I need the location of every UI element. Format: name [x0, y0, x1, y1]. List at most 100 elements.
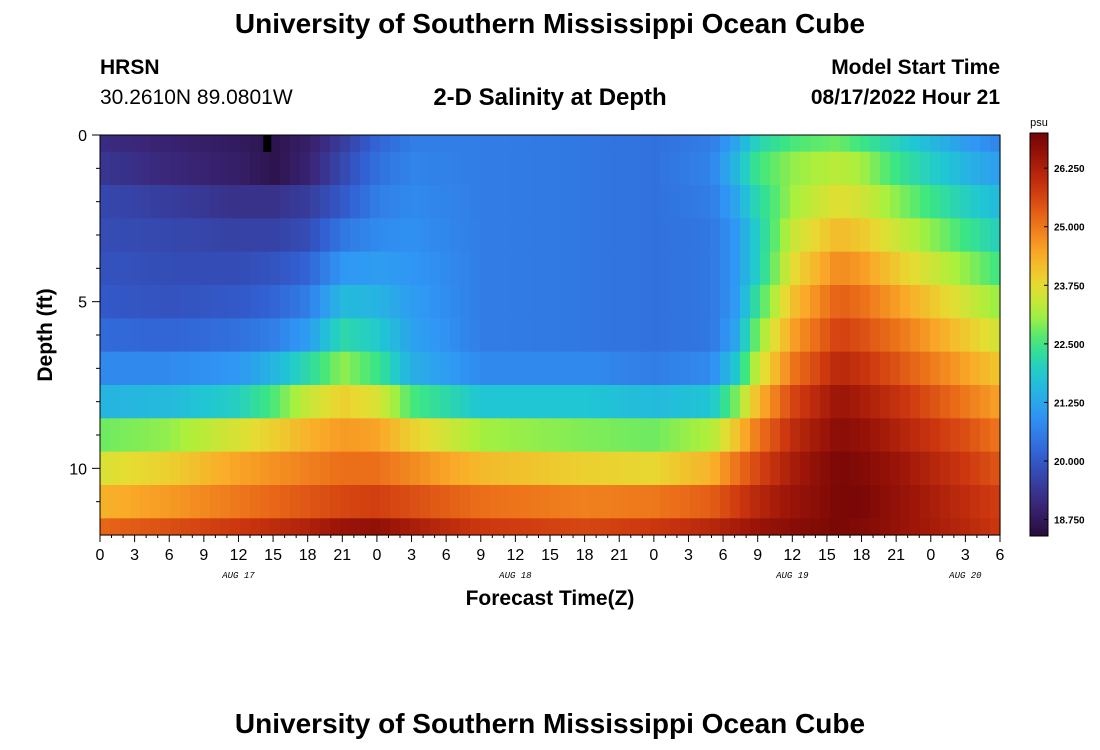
heatmap-cell	[720, 135, 731, 153]
heatmap-cell	[630, 135, 641, 153]
heatmap-cell	[250, 451, 261, 486]
heatmap-cell	[970, 285, 981, 319]
heatmap-cell	[870, 185, 881, 219]
heatmap-cell	[480, 251, 491, 286]
heatmap-cell	[150, 385, 161, 419]
heatmap-cell	[990, 451, 1001, 486]
heatmap-cell	[780, 418, 791, 453]
heatmap-cell	[710, 135, 721, 153]
heatmap-cell	[710, 185, 721, 219]
heatmap-cell	[310, 518, 321, 536]
heatmap-cell	[950, 135, 961, 153]
heatmap-cell	[830, 185, 841, 219]
heatmap-cell	[750, 251, 761, 286]
heatmap-cell	[130, 518, 141, 536]
heatmap-cell	[320, 451, 331, 486]
heatmap-cell	[940, 451, 951, 486]
heatmap-cell	[500, 218, 511, 253]
heatmap-cell	[940, 385, 951, 419]
heatmap-cell	[910, 185, 921, 219]
heatmap-cell	[330, 385, 341, 419]
heatmap-cell	[320, 518, 331, 536]
heatmap-cell	[180, 185, 191, 219]
heatmap-cell	[390, 485, 401, 519]
heatmap-cell	[390, 185, 401, 219]
heatmap-cell	[890, 185, 901, 219]
heatmap-cell	[630, 318, 641, 353]
heatmap-cell	[460, 518, 471, 536]
heatmap-cell	[360, 318, 371, 353]
heatmap-cell	[570, 318, 581, 353]
heatmap-cell	[530, 351, 541, 386]
heatmap-cell	[830, 418, 841, 453]
heatmap-cell	[770, 318, 781, 353]
heatmap-cell	[420, 485, 431, 519]
heatmap-cell	[960, 285, 971, 319]
heatmap-cell	[770, 285, 781, 319]
heatmap-cell	[280, 185, 291, 219]
heatmap-cell	[790, 485, 801, 519]
heatmap-cell	[900, 318, 911, 353]
heatmap-cell	[820, 151, 831, 186]
x-tick-label: 21	[887, 547, 905, 564]
heatmap-cell	[920, 151, 931, 186]
heatmap-cell	[520, 351, 531, 386]
heatmap-cell	[780, 518, 791, 536]
heatmap-cell	[100, 385, 111, 419]
heatmap-cell	[830, 151, 841, 186]
heatmap-cell	[360, 518, 371, 536]
heatmap-cell	[250, 418, 261, 453]
heatmap-cell	[250, 485, 261, 519]
heatmap-cell	[450, 151, 461, 186]
heatmap-cell	[110, 385, 121, 419]
heatmap-cell	[300, 218, 311, 253]
heatmap-cell	[980, 451, 991, 486]
heatmap-cell	[650, 418, 661, 453]
heatmap-cell	[750, 135, 761, 153]
heatmap-cell	[270, 318, 281, 353]
heatmap-cell	[890, 485, 901, 519]
heatmap-cell	[120, 151, 131, 186]
heatmap-cell	[200, 135, 211, 153]
heatmap-cell	[570, 135, 581, 153]
heatmap-cell	[630, 518, 641, 536]
heatmap-cell	[920, 518, 931, 536]
heatmap-cell	[500, 351, 511, 386]
heatmap-cell	[360, 485, 371, 519]
heatmap-cell	[170, 451, 181, 486]
heatmap-cell	[100, 135, 111, 153]
heatmap-cell	[700, 218, 711, 253]
heatmap-cell	[210, 351, 221, 386]
heatmap-cell	[640, 385, 651, 419]
x-axis: 0 3 6 9 12 15 18 21 0 3 6 9 12 15 18 21 0 3 6 9 12 15 18 21 0 3 6	[96, 535, 1005, 564]
heatmap-cell	[140, 418, 151, 453]
heatmap-cell	[370, 151, 381, 186]
heatmap-cell	[280, 251, 291, 286]
heatmap-cell	[520, 385, 531, 419]
heatmap-cell	[270, 518, 281, 536]
heatmap-cell	[560, 318, 571, 353]
heatmap-cell	[580, 518, 591, 536]
heatmap-cell	[780, 251, 791, 286]
heatmap-cell	[940, 151, 951, 186]
heatmap-cell	[420, 318, 431, 353]
heatmap-cell	[650, 251, 661, 286]
heatmap-cell	[630, 485, 641, 519]
heatmap-cell	[970, 418, 981, 453]
heatmap-cell	[410, 351, 421, 386]
heatmap-cell	[170, 285, 181, 319]
heatmap-cell	[690, 251, 701, 286]
heatmap-cell	[390, 218, 401, 253]
heatmap-cell	[450, 485, 461, 519]
heatmap-cell	[690, 135, 701, 153]
heatmap-cell	[990, 385, 1001, 419]
heatmap-cell	[950, 318, 961, 353]
heatmap-cell	[230, 351, 241, 386]
heatmap-cell	[130, 285, 141, 319]
heatmap-cell	[450, 385, 461, 419]
heatmap-cell	[600, 151, 611, 186]
heatmap-cell	[620, 135, 631, 153]
heatmap-cell	[280, 518, 291, 536]
heatmap-cell	[640, 285, 651, 319]
heatmap-cell	[170, 318, 181, 353]
